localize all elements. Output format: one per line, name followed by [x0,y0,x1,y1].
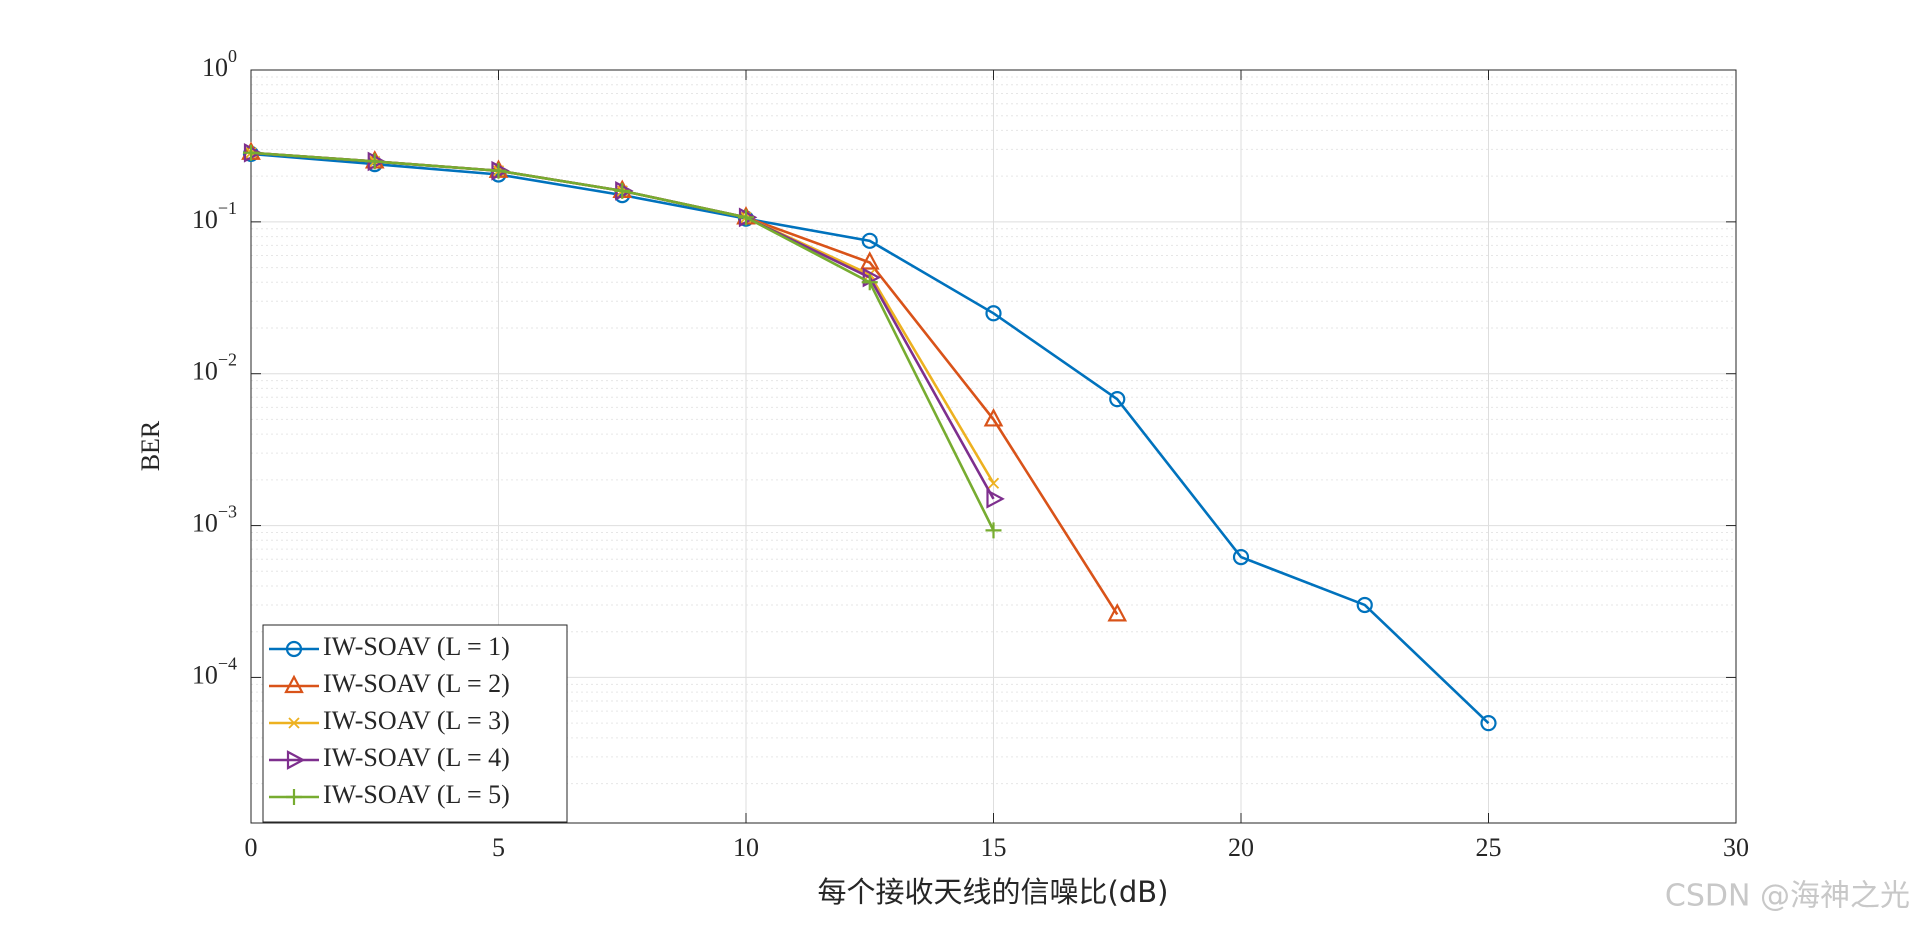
y-tick-label: 10−3 [192,502,237,538]
y-tick-exponent: −2 [218,350,237,370]
marker [985,305,1002,322]
y-tick-exponent: −1 [218,198,237,218]
y-tick-label: 100 [202,46,237,82]
x-tick-label: 25 [1476,833,1502,862]
x-tick-label: 30 [1723,833,1749,862]
marker [243,144,259,161]
legend-label: IW-SOAV (L = 1) [323,632,510,661]
marker [284,674,304,694]
marker [614,182,631,199]
series-line [250,151,995,500]
marker [986,488,1005,509]
y-tick-base: 10 [192,509,218,538]
legend-label: IW-SOAV (L = 5) [323,780,510,809]
y-tick-exponent: −4 [218,654,237,674]
legend-label: IW-SOAV (L = 3) [323,706,510,735]
y-tick-label: 10−4 [192,654,237,690]
marker [285,640,303,658]
watermark: CSDN @海神之光 [1665,879,1910,914]
marker [983,408,1004,427]
marker [861,274,878,291]
marker [490,162,507,179]
marker [286,750,306,770]
x-tick-label: 5 [492,833,505,862]
x-tick-label: 0 [245,833,258,862]
marker [288,717,300,729]
y-tick-exponent: −3 [218,502,237,522]
marker [985,522,1002,539]
marker [286,789,302,805]
marker [1232,548,1250,566]
marker [738,209,754,226]
marker [859,251,880,270]
marker [987,477,1000,489]
marker [1109,391,1126,408]
y-tick-base: 10 [192,205,218,234]
y-tick-base: 10 [202,53,228,82]
x-axis-label: 每个接收天线的信噪比(dB) [818,875,1169,909]
marker [861,232,878,249]
legend-label: IW-SOAV (L = 4) [323,743,510,772]
marker [1356,596,1373,614]
x-tick-label: 10 [733,833,759,862]
y-tick-exponent: 0 [228,46,237,66]
marker [1107,603,1128,622]
y-tick-base: 10 [192,660,218,689]
x-tick-label: 20 [1228,833,1254,862]
plot-frame [250,69,1737,824]
y-tick-base: 10 [192,357,218,386]
x-tick-label: 15 [981,833,1007,862]
legend-label: IW-SOAV (L = 2) [323,669,510,698]
y-tick-label: 10−2 [192,350,237,386]
y-axis-label: BER [136,420,165,471]
marker [366,153,383,170]
marker [1480,715,1497,732]
series-line [250,152,1490,725]
series-line [250,151,995,531]
y-tick-label: 10−1 [192,198,237,234]
